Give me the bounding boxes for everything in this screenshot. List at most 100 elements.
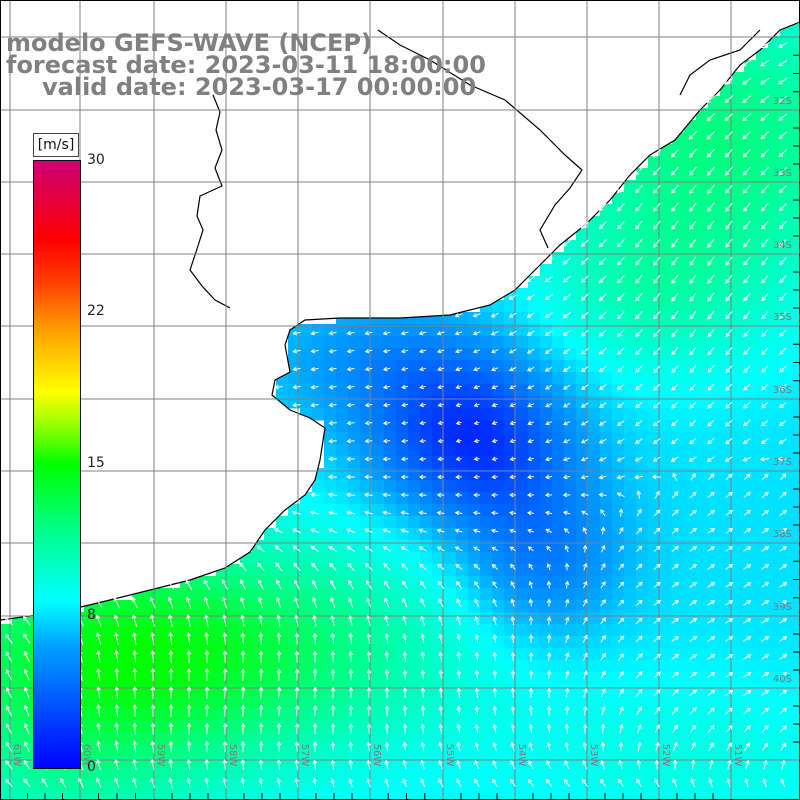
wind-arrow — [400, 546, 409, 552]
wind-cell — [708, 624, 721, 637]
wind-cell — [612, 336, 625, 349]
wind-cell — [252, 768, 265, 781]
wind-cell — [480, 732, 493, 745]
wind-arrow — [492, 616, 497, 626]
wind-cell — [672, 384, 685, 397]
wind-arrow — [689, 509, 697, 516]
wind-cell — [84, 756, 97, 769]
wind-cell — [684, 336, 697, 349]
wind-cell — [516, 648, 529, 661]
wind-cell — [696, 660, 709, 673]
wind-cell — [288, 588, 301, 601]
wind-cell — [588, 444, 601, 457]
wind-cell — [732, 156, 745, 169]
wind-arrow — [562, 366, 571, 372]
wind-cell — [612, 588, 625, 601]
wind-cell — [432, 624, 445, 637]
wind-arrow — [761, 528, 770, 534]
wind-cell — [744, 588, 757, 601]
wind-arrow — [492, 633, 498, 644]
wind-cell — [180, 792, 193, 800]
wind-cell — [552, 636, 565, 649]
wind-arrow — [653, 706, 661, 715]
wind-cell — [468, 708, 481, 721]
wind-arrow — [563, 778, 571, 787]
wind-cell — [360, 636, 373, 649]
wind-cell — [756, 324, 769, 337]
wind-cell — [228, 660, 241, 673]
wind-arrow — [383, 580, 391, 590]
wind-arrow — [777, 456, 788, 462]
wind-cell — [384, 792, 397, 800]
wind-arrow — [23, 704, 30, 717]
wind-cell — [108, 660, 121, 673]
wind-cell — [732, 408, 745, 421]
wind-cell — [636, 264, 649, 277]
wind-arrow — [436, 546, 445, 552]
wind-cell — [684, 228, 697, 241]
wind-cell — [732, 336, 745, 349]
wind-cell — [336, 696, 349, 709]
wind-arrow — [274, 528, 284, 534]
wind-cell — [624, 180, 637, 193]
wind-arrow — [689, 438, 697, 445]
wind-arrow — [779, 329, 787, 337]
wind-cell — [744, 768, 757, 781]
wind-cell — [408, 492, 421, 505]
wind-cell — [96, 684, 109, 697]
wind-arrow — [437, 580, 444, 589]
wind-cell — [372, 324, 385, 337]
wind-cell — [552, 288, 565, 301]
wind-cell — [408, 648, 421, 661]
wind-arrow — [492, 687, 498, 698]
wind-arrow — [418, 348, 427, 354]
wind-cell — [552, 252, 565, 265]
wind-cell — [12, 624, 25, 637]
wind-cell — [792, 96, 800, 109]
wind-cell — [660, 492, 673, 505]
wind-arrow — [204, 777, 209, 788]
wind-arrow — [96, 759, 101, 771]
wind-arrow — [276, 668, 282, 681]
wind-cell — [348, 480, 361, 493]
wind-arrow — [743, 202, 751, 212]
wind-cell — [420, 792, 433, 800]
wind-arrow — [402, 778, 408, 788]
wind-cell — [564, 240, 577, 253]
wind-cell — [600, 408, 613, 421]
wind-cell — [168, 768, 181, 781]
wind-arrow — [653, 365, 661, 373]
wind-cell — [456, 660, 469, 673]
wind-cell — [144, 660, 157, 673]
wind-arrow — [366, 668, 372, 681]
wind-cell — [432, 480, 445, 493]
wind-arrow — [186, 722, 192, 735]
wind-cell — [768, 108, 781, 121]
wind-cell — [648, 252, 661, 265]
wind-cell — [780, 60, 793, 73]
wind-arrow — [616, 203, 625, 212]
wind-cell — [768, 120, 781, 133]
wind-arrow — [348, 579, 354, 590]
wind-cell — [168, 684, 181, 697]
wind-cell — [588, 420, 601, 433]
wind-arrow — [743, 438, 751, 445]
wind-cell — [732, 372, 745, 385]
wind-arrow — [402, 633, 407, 644]
wind-arrow — [564, 562, 570, 571]
river-border-line — [189, 94, 231, 309]
wind-cell — [624, 768, 637, 781]
wind-arrow — [366, 597, 372, 608]
wind-arrow — [312, 597, 318, 609]
wind-cell — [492, 480, 505, 493]
wind-cell — [324, 780, 337, 793]
wind-arrow — [384, 651, 390, 663]
wind-cell — [588, 648, 601, 661]
wind-cell — [300, 336, 313, 349]
wind-cell — [684, 552, 697, 565]
wind-arrow — [779, 672, 788, 678]
wind-cell — [564, 312, 577, 325]
wind-cell — [780, 624, 793, 637]
wind-cell — [336, 600, 349, 613]
wind-cell — [144, 768, 157, 781]
